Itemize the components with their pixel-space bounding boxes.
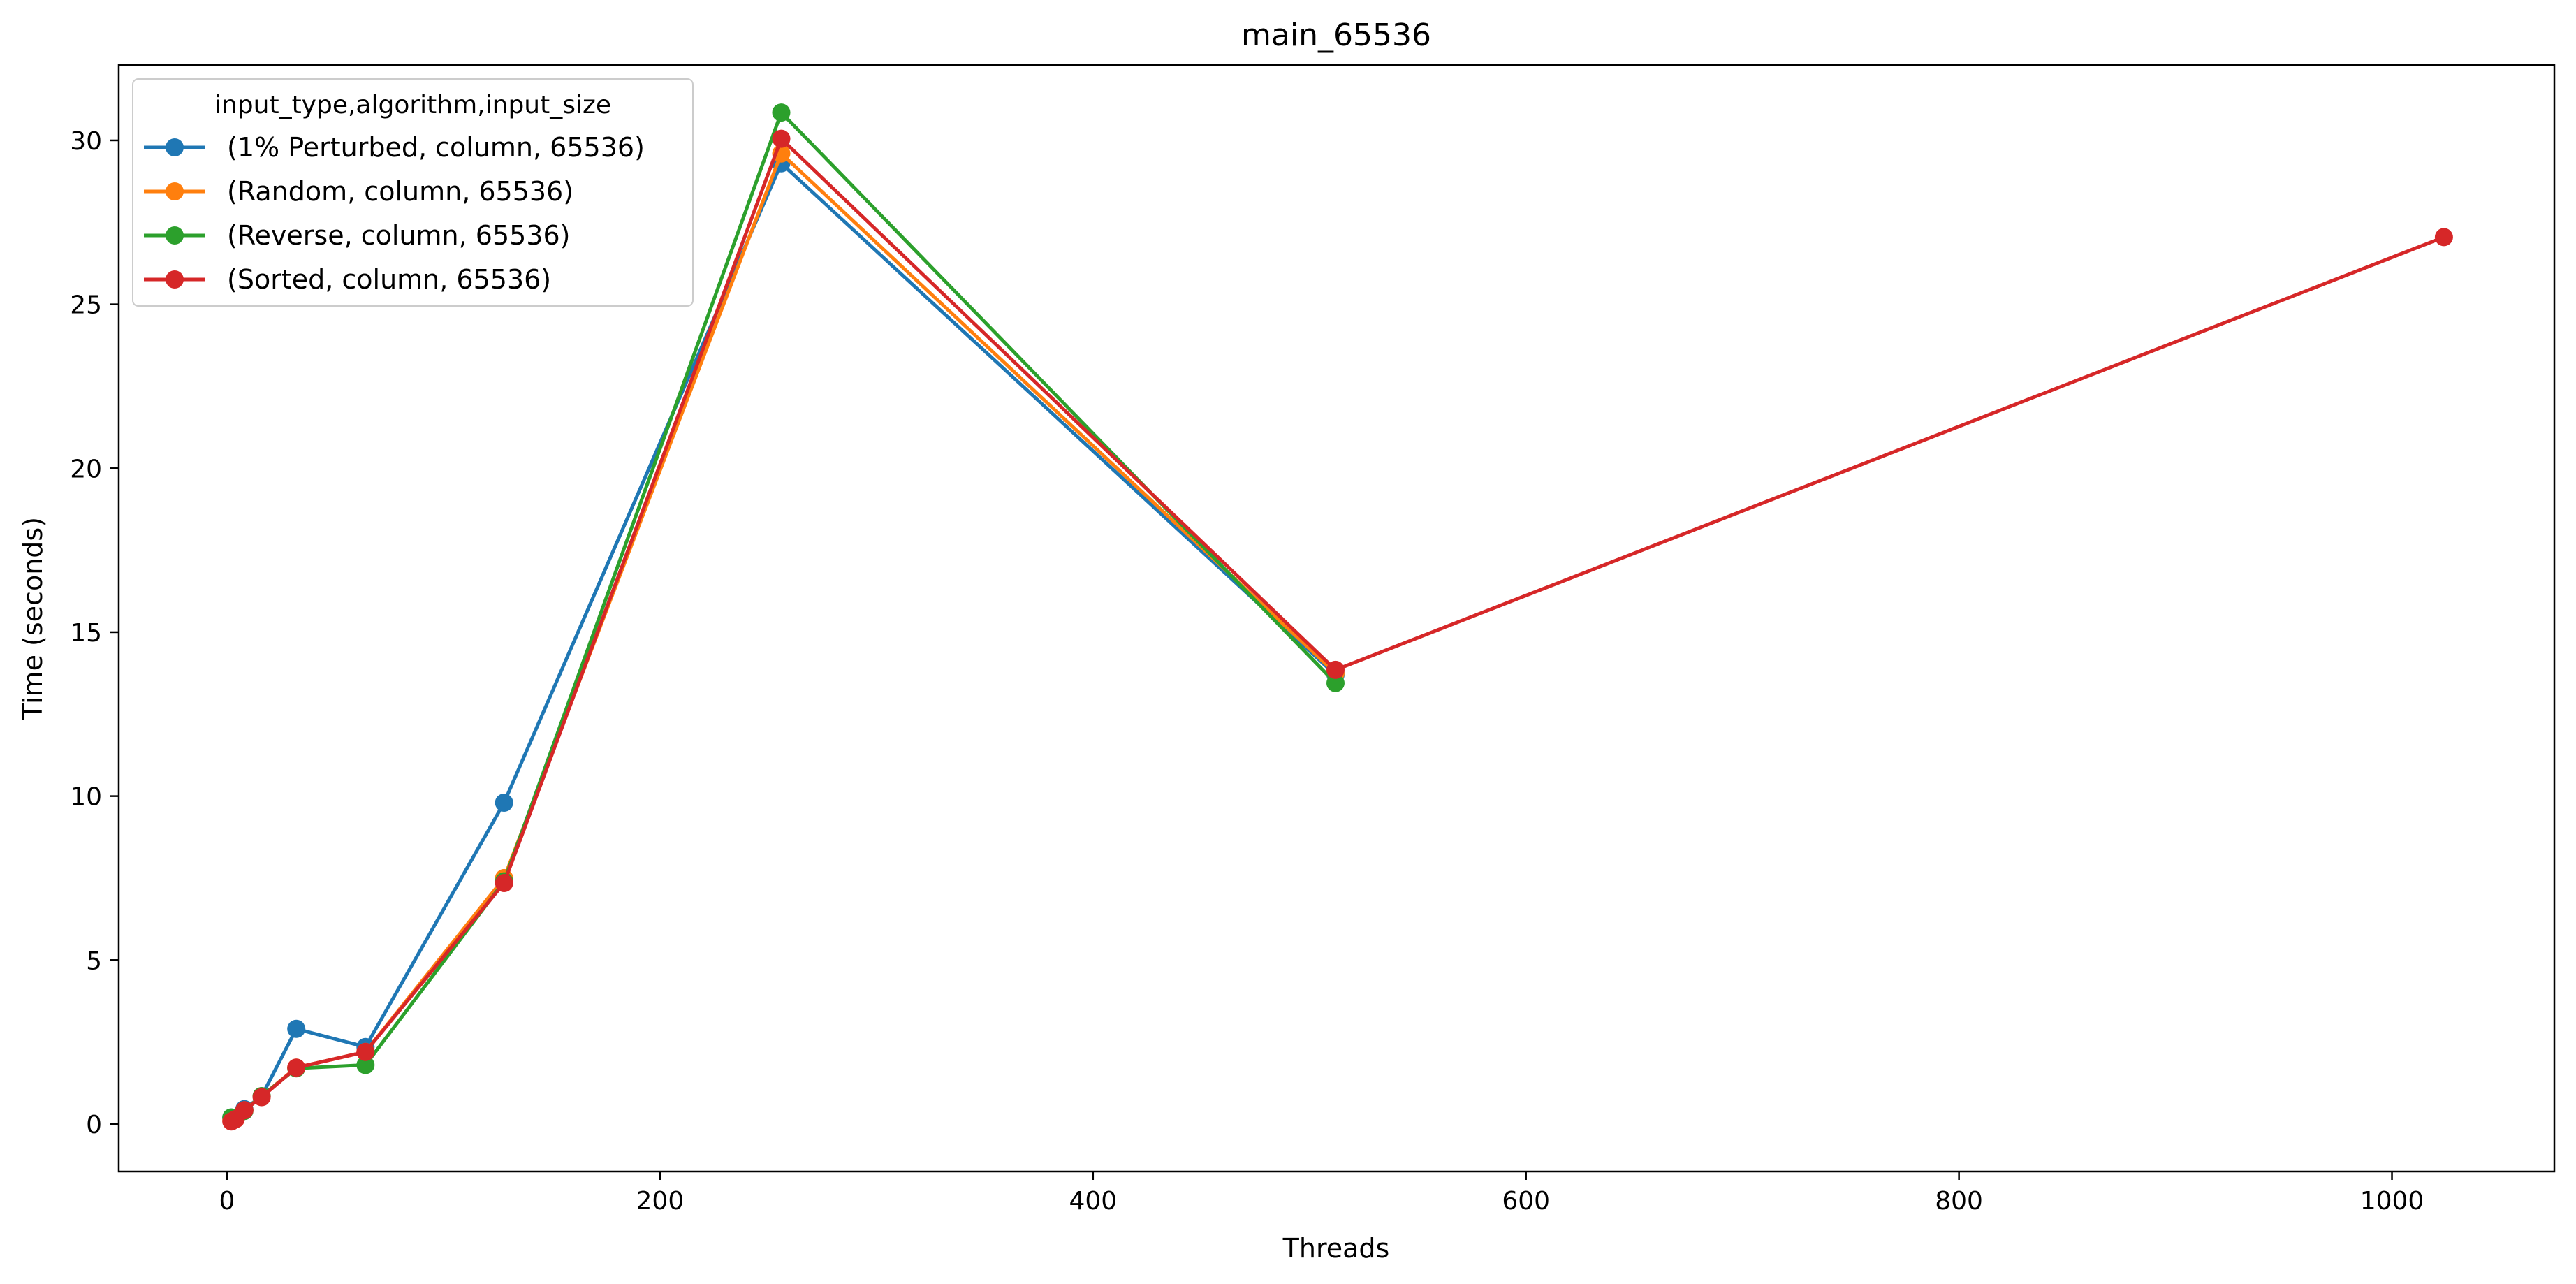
- legend-title: input_type,algorithm,input_size: [214, 91, 611, 119]
- data-point: [495, 794, 513, 812]
- legend-label: (Reverse, column, 65536): [227, 220, 570, 251]
- legend-swatch-marker: [166, 270, 184, 289]
- data-point: [287, 1058, 306, 1077]
- legend-swatch-marker: [166, 182, 184, 200]
- legend-label: (1% Perturbed, column, 65536): [227, 132, 645, 163]
- legend: input_type,algorithm,input_size (1% Pert…: [132, 78, 694, 307]
- data-point: [252, 1088, 271, 1107]
- data-point: [495, 874, 513, 892]
- x-tick-label: 0: [219, 1187, 235, 1216]
- chart-title: main_65536: [1241, 17, 1431, 53]
- data-point: [356, 1042, 375, 1061]
- y-tick-label: 10: [70, 783, 102, 812]
- x-axis: 0 200 400 600 800 1000: [219, 1172, 2424, 1216]
- legend-box: [132, 78, 694, 307]
- x-tick-label: 600: [1502, 1187, 1550, 1216]
- plot-frame: [117, 64, 2556, 1173]
- data-point: [1326, 660, 1345, 679]
- data-point: [287, 1019, 306, 1038]
- legend-items: (1% Perturbed, column, 65536) (Random, co…: [144, 132, 645, 295]
- x-tick-label: 800: [1935, 1187, 1983, 1216]
- y-tick-label: 25: [70, 291, 102, 320]
- y-tick-label: 20: [70, 455, 102, 483]
- data-point: [2434, 228, 2453, 247]
- y-tick-label: 0: [86, 1111, 102, 1139]
- x-tick-label: 1000: [2360, 1187, 2424, 1216]
- y-axis: 0 5 10 15 20 25 30: [70, 127, 119, 1139]
- data-point: [235, 1101, 254, 1120]
- y-axis-label: Time (seconds): [17, 517, 48, 720]
- x-tick-label: 200: [636, 1187, 685, 1216]
- data-point: [1326, 673, 1345, 692]
- plot-area: [222, 103, 2453, 1131]
- y-tick-label: 30: [70, 127, 102, 156]
- legend-swatch-marker: [166, 138, 184, 156]
- x-axis-label: Threads: [1282, 1233, 1390, 1264]
- y-tick-label: 15: [70, 619, 102, 648]
- y-tick-label: 5: [86, 947, 102, 975]
- legend-swatch-marker: [166, 226, 184, 245]
- data-point: [772, 129, 791, 148]
- data-point: [356, 1056, 375, 1074]
- series-group: [222, 129, 2453, 1131]
- legend-label: (Random, column, 65536): [227, 176, 573, 207]
- data-point: [772, 103, 791, 122]
- legend-label: (Sorted, column, 65536): [227, 264, 551, 295]
- x-tick-label: 400: [1069, 1187, 1117, 1216]
